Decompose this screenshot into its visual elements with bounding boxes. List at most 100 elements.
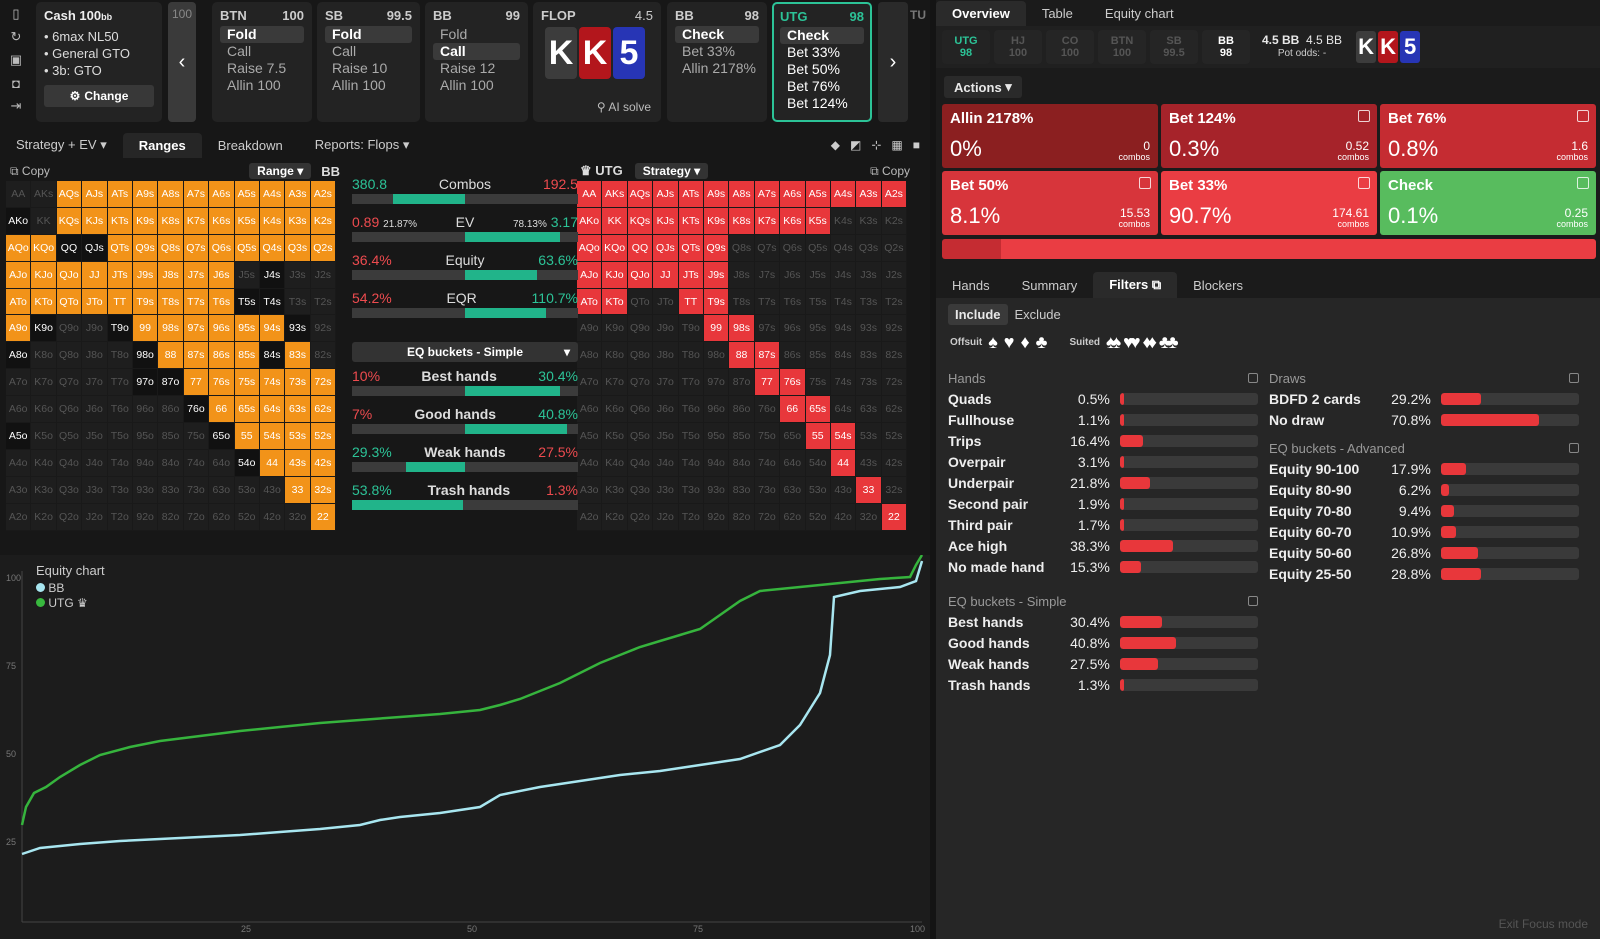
option-raise[interactable]: Raise 7.5 bbox=[227, 60, 287, 76]
option-call[interactable]: Call bbox=[332, 43, 357, 59]
change-button[interactable]: ⚙ Change bbox=[44, 85, 154, 107]
tab-equity-chart[interactable]: Equity chart bbox=[1104, 5, 1174, 21]
hand-cell-53s[interactable]: 53s bbox=[285, 423, 311, 450]
hand-cell-A2o[interactable]: A2o bbox=[6, 503, 32, 531]
hand-cell-A2s[interactable]: A2s bbox=[881, 181, 908, 208]
stat-row[interactable]: Weak hands 27.5% bbox=[948, 653, 1258, 674]
hand-cell-95s[interactable]: 95s bbox=[805, 315, 831, 343]
hand-cell-73o[interactable]: 73o bbox=[754, 476, 781, 504]
hand-cell-T3s[interactable]: T3s bbox=[285, 288, 311, 316]
hand-cell-96s[interactable]: 96s bbox=[780, 315, 806, 343]
player-card-bb[interactable]: BB 99 Fold Call Raise 12 Allin 100 bbox=[425, 2, 528, 122]
hand-cell-AJo[interactable]: AJo bbox=[6, 261, 32, 289]
heart-icon[interactable]: ♥ bbox=[1003, 332, 1015, 352]
hand-cell-84o[interactable]: 84o bbox=[158, 449, 184, 477]
position-co[interactable]: CO 100 bbox=[1046, 30, 1094, 64]
hand-cell-43o[interactable]: 43o bbox=[830, 476, 857, 504]
action-bet-33[interactable]: Bet 33% 90.7% 174.61 combos bbox=[1161, 171, 1377, 235]
hand-cell-J9o[interactable]: J9o bbox=[82, 315, 108, 343]
position-utg[interactable]: UTG 98 bbox=[942, 30, 990, 64]
hand-cell-76s[interactable]: 76s bbox=[209, 369, 235, 397]
hand-cell-TT[interactable]: TT bbox=[107, 288, 133, 316]
stat-row[interactable]: Equity 70-80 9.4% bbox=[1269, 500, 1579, 521]
hand-cell-87s[interactable]: 87s bbox=[183, 342, 210, 370]
hand-cell-KJs[interactable]: KJs bbox=[653, 207, 679, 235]
hand-cell-98o[interactable]: 98o bbox=[703, 342, 730, 370]
stat-row[interactable]: Best hands 30.4% bbox=[948, 611, 1258, 632]
action-allin[interactable]: Allin 2178% 0% 0 combos bbox=[942, 104, 1158, 168]
option-bet[interactable]: Bet 76% bbox=[787, 78, 840, 94]
hand-cell-Q3o[interactable]: Q3o bbox=[56, 476, 83, 504]
player-card-sb[interactable]: SB 99.5 Fold Call Raise 10 Allin 100 bbox=[317, 2, 420, 122]
hand-cell-J3s[interactable]: J3s bbox=[285, 261, 311, 289]
exit-focus-mode-link[interactable]: Exit Focus mode bbox=[1498, 917, 1588, 931]
hand-cell-K6o[interactable]: K6o bbox=[31, 396, 57, 424]
hand-cell-T6o[interactable]: T6o bbox=[678, 396, 704, 424]
hand-cell-K5s[interactable]: K5s bbox=[805, 207, 831, 235]
hand-cell-A8o[interactable]: A8o bbox=[577, 342, 603, 370]
hand-cell-62s[interactable]: 62s bbox=[310, 396, 337, 424]
hand-cell-T2s[interactable]: T2s bbox=[310, 288, 337, 316]
hand-cell-T7s[interactable]: T7s bbox=[183, 288, 210, 316]
hand-cell-Q9s[interactable]: Q9s bbox=[703, 234, 730, 262]
hand-cell-J3s[interactable]: J3s bbox=[856, 261, 882, 289]
option-call[interactable]: Call bbox=[433, 43, 520, 60]
hand-cell-T4s[interactable]: T4s bbox=[830, 288, 857, 316]
hand-cell-J5s[interactable]: J5s bbox=[805, 261, 831, 289]
hand-cell-J4o[interactable]: J4o bbox=[82, 449, 108, 477]
hand-cell-Q6s[interactable]: Q6s bbox=[209, 234, 235, 262]
hand-cell-A9s[interactable]: A9s bbox=[132, 181, 159, 208]
hand-cell-J8o[interactable]: J8o bbox=[653, 342, 679, 370]
tab-overview[interactable]: Overview bbox=[936, 0, 1026, 26]
hand-cell-Q2o[interactable]: Q2o bbox=[627, 503, 654, 531]
hand-cell-KTo[interactable]: KTo bbox=[31, 288, 57, 316]
hand-cell-63s[interactable]: 63s bbox=[856, 396, 882, 424]
hand-cell-K7o[interactable]: K7o bbox=[31, 369, 57, 397]
position-bb[interactable]: BB 98 bbox=[1202, 30, 1250, 64]
hand-cell-A7o[interactable]: A7o bbox=[6, 369, 32, 397]
hand-cell-A6s[interactable]: A6s bbox=[780, 181, 806, 208]
hand-cell-K3o[interactable]: K3o bbox=[31, 476, 57, 504]
hand-cell-J7s[interactable]: J7s bbox=[183, 261, 210, 289]
hand-cell-97o[interactable]: 97o bbox=[132, 369, 159, 397]
hand-cell-74o[interactable]: 74o bbox=[183, 449, 210, 477]
export-icon[interactable]: ⇥ bbox=[10, 98, 22, 113]
hand-cell-J7o[interactable]: J7o bbox=[653, 369, 679, 397]
hand-cell-85s[interactable]: 85s bbox=[805, 342, 831, 370]
hand-cell-K8s[interactable]: K8s bbox=[158, 207, 184, 235]
hand-cell-J5o[interactable]: J5o bbox=[653, 423, 679, 450]
hand-cell-K5s[interactable]: K5s bbox=[234, 207, 260, 235]
hand-cell-Q9s[interactable]: Q9s bbox=[132, 234, 159, 262]
stat-row[interactable]: Equity 50-60 26.8% bbox=[1269, 542, 1579, 563]
hand-cell-88[interactable]: 88 bbox=[158, 342, 184, 370]
hand-cell-97s[interactable]: 97s bbox=[183, 315, 210, 343]
hand-cell-A5s[interactable]: A5s bbox=[805, 181, 831, 208]
hand-cell-Q6o[interactable]: Q6o bbox=[627, 396, 654, 424]
utg-action-card[interactable]: UTG 98 Check Bet 33% Bet 50% Bet 76% Bet … bbox=[772, 2, 872, 122]
hand-cell-T9s[interactable]: T9s bbox=[132, 288, 159, 316]
hand-cell-AQo[interactable]: AQo bbox=[577, 234, 603, 262]
hand-cell-Q4o[interactable]: Q4o bbox=[56, 449, 83, 477]
hand-cell-JTo[interactable]: JTo bbox=[653, 288, 679, 316]
hand-cell-74s[interactable]: 74s bbox=[830, 369, 857, 397]
hand-cell-54s[interactable]: 54s bbox=[259, 423, 286, 450]
hand-cell-Q6o[interactable]: Q6o bbox=[56, 396, 83, 424]
hand-cell-K2o[interactable]: K2o bbox=[602, 503, 628, 531]
tab-reports[interactable]: Reports: Flops ▾ bbox=[314, 137, 410, 152]
hand-cell-72s[interactable]: 72s bbox=[881, 369, 908, 397]
hand-cell-AJo[interactable]: AJo bbox=[577, 261, 603, 289]
cube-icon[interactable]: ◆ bbox=[830, 138, 840, 152]
note-icon[interactable] bbox=[1358, 177, 1370, 189]
hand-cell-92s[interactable]: 92s bbox=[310, 315, 337, 343]
hand-cell-J6s[interactable]: J6s bbox=[780, 261, 806, 289]
hand-cell-QTo[interactable]: QTo bbox=[627, 288, 654, 316]
hand-cell-JTs[interactable]: JTs bbox=[678, 261, 704, 289]
hand-cell-63s[interactable]: 63s bbox=[285, 396, 311, 424]
hand-cell-77[interactable]: 77 bbox=[754, 369, 781, 397]
compress-icon[interactable]: ⊹ bbox=[871, 138, 882, 152]
hand-cell-QQ[interactable]: QQ bbox=[56, 234, 83, 262]
hand-cell-Q2s[interactable]: Q2s bbox=[310, 234, 337, 262]
hand-cell-64o[interactable]: 64o bbox=[780, 449, 806, 477]
action-bet-76[interactable]: Bet 76% 0.8% 1.6 combos bbox=[1380, 104, 1596, 168]
hand-cell-94s[interactable]: 94s bbox=[830, 315, 857, 343]
